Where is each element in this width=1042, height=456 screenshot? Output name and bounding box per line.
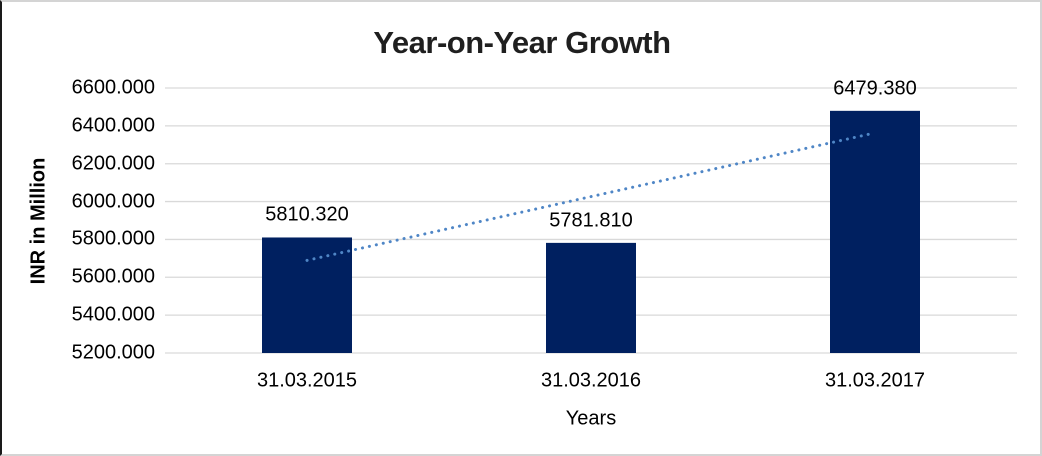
y-tick-label: 5800.000 xyxy=(71,227,155,250)
y-tick-label: 6200.000 xyxy=(71,152,155,175)
bar-31.03.2016[interactable] xyxy=(546,242,636,353)
bar-31.03.2015[interactable] xyxy=(262,237,352,353)
bar-31.03.2017[interactable] xyxy=(830,110,920,354)
y-tick-label: 6400.000 xyxy=(71,114,155,137)
trendline[interactable] xyxy=(305,132,873,262)
x-tick-label: 31.03.2017 xyxy=(824,369,926,392)
data-label: 5810.320 xyxy=(265,203,349,226)
data-label: 6479.380 xyxy=(833,77,917,100)
y-tick-label: 5200.000 xyxy=(71,341,155,364)
y-tick-label: 6600.000 xyxy=(71,76,155,99)
x-axis-title: Years xyxy=(565,407,617,430)
chart-title: Year-on-Year Growth xyxy=(373,25,671,60)
data-label: 5781.810 xyxy=(549,209,633,232)
x-tick-label: 31.03.2015 xyxy=(256,369,358,392)
y-tick-label: 5600.000 xyxy=(71,265,155,288)
y-tick-label: 5400.000 xyxy=(71,303,155,326)
y-tick-label: 6000.000 xyxy=(71,190,155,213)
x-tick-label: 31.03.2016 xyxy=(540,369,642,392)
